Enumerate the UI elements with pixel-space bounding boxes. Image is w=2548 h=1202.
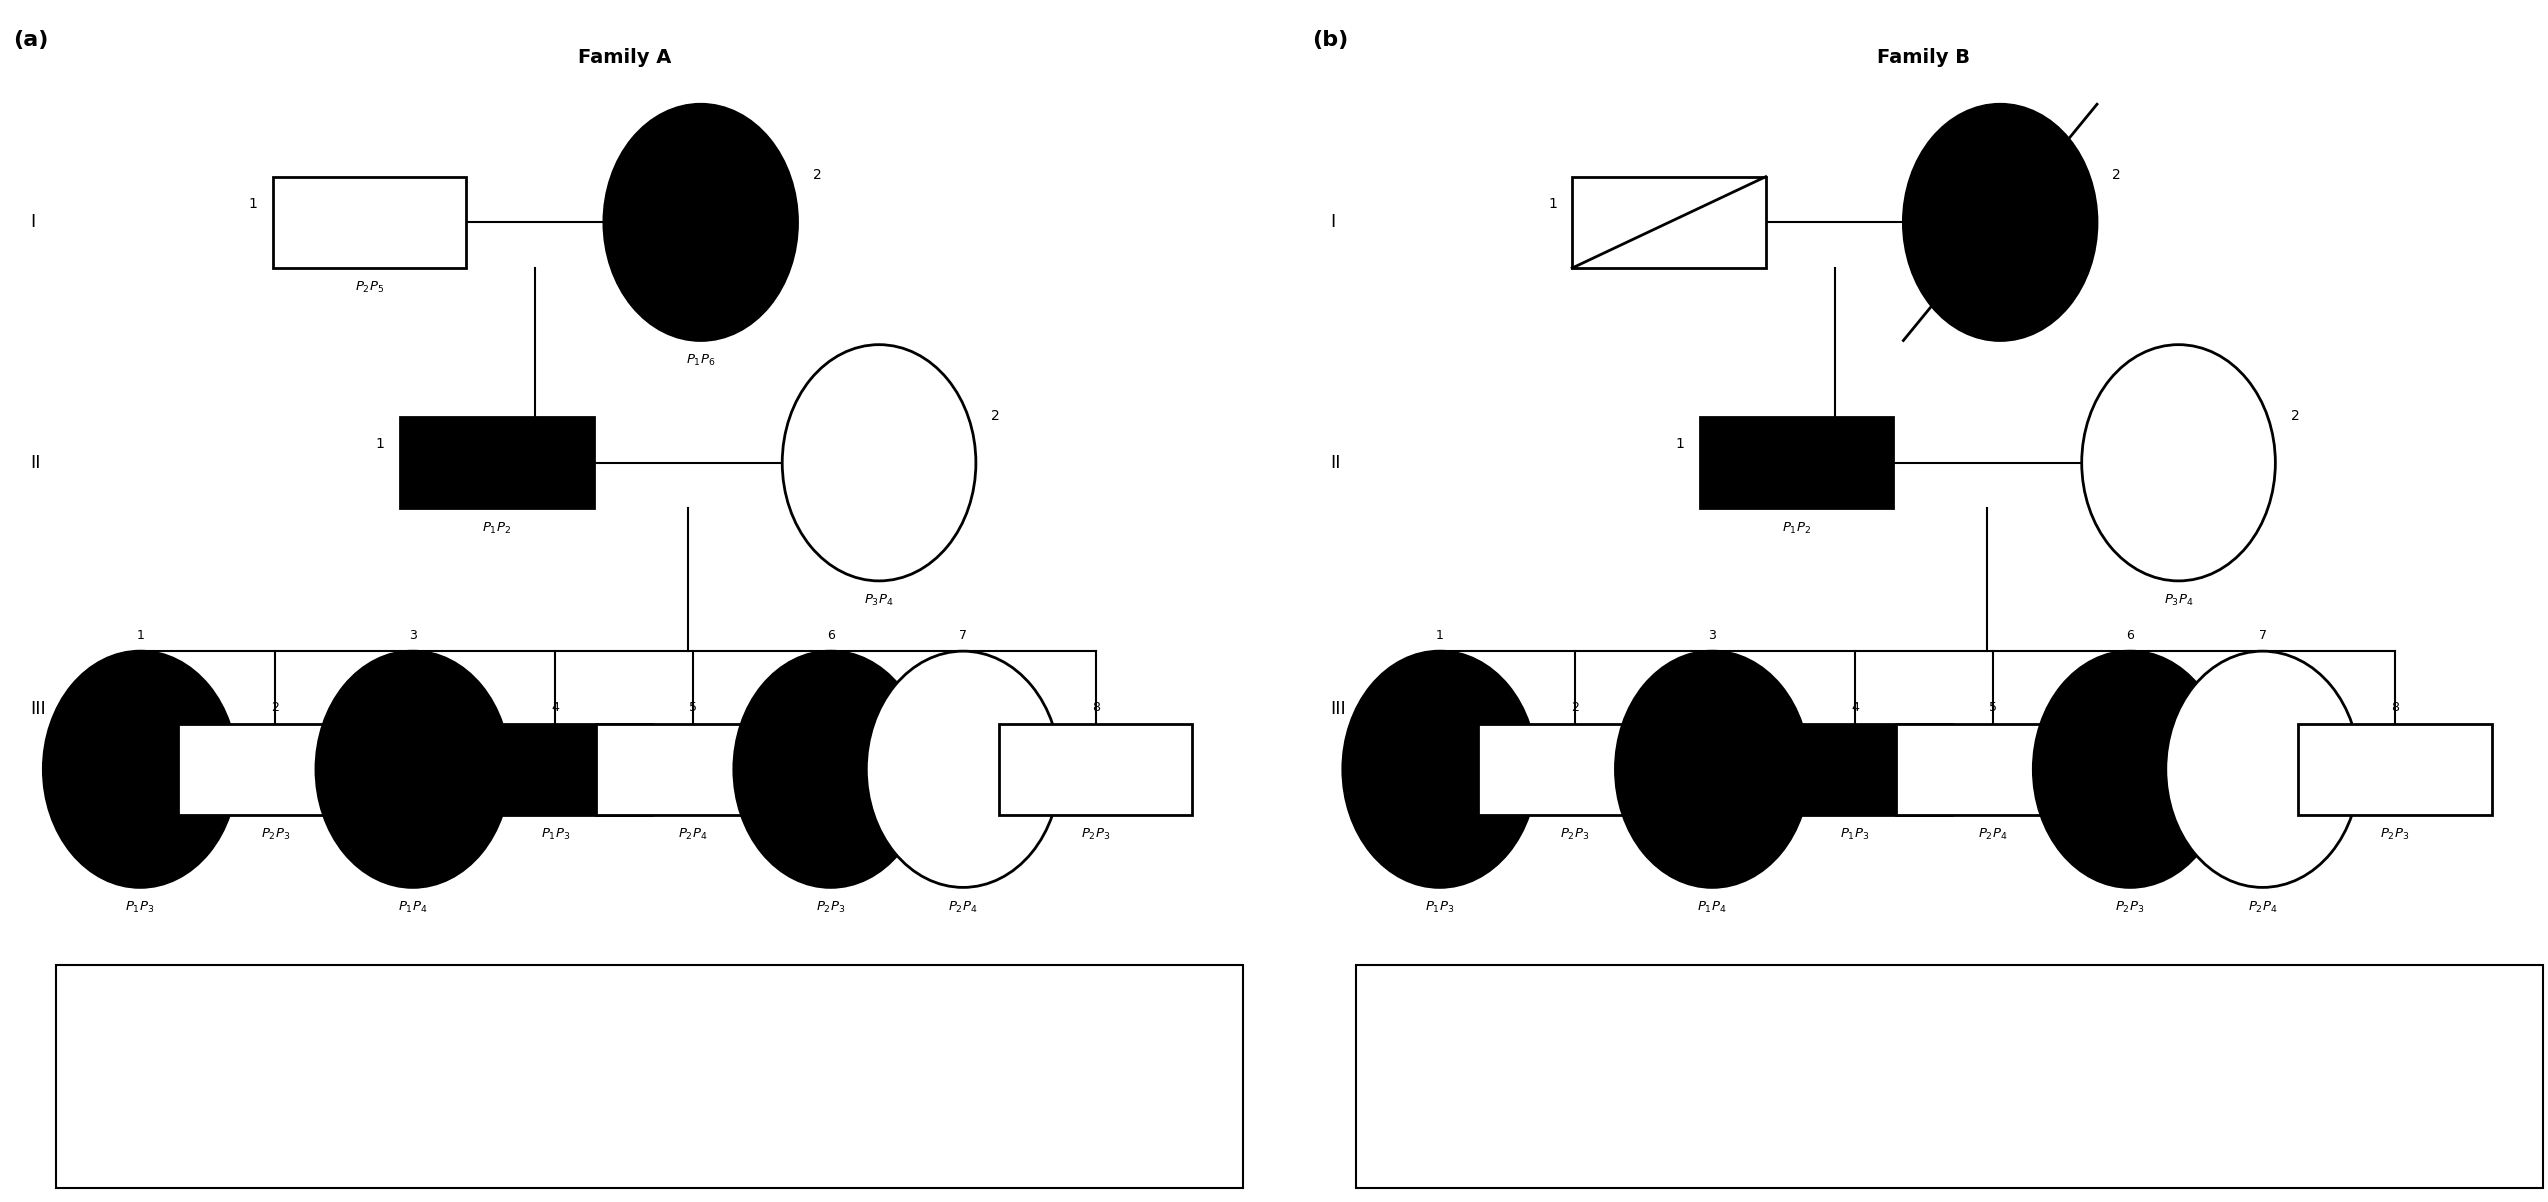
Ellipse shape [2166,651,2359,887]
Text: 7: 7 [958,629,968,642]
Text: $P_2P_3$: $P_2P_3$ [1559,827,1590,843]
Ellipse shape [734,651,927,887]
Text: $P_2P_4$: $P_2P_4$ [678,827,708,843]
Ellipse shape [2082,345,2275,581]
Ellipse shape [43,651,237,887]
Text: III: III [1330,701,1345,718]
Ellipse shape [2033,651,2227,887]
Text: I: I [1330,214,1335,231]
Text: $P_1P_4$: $P_1P_4$ [397,899,428,915]
Text: $P_1P_6$: $P_1P_6$ [685,352,716,368]
Text: 3: 3 [408,629,418,642]
Text: 6: 6 [826,629,836,642]
Ellipse shape [604,105,798,340]
Ellipse shape [1615,651,1809,887]
Text: 3: 3 [1707,629,1717,642]
Text: 1: 1 [1435,629,1445,642]
Text: Family B: Family B [1878,48,1970,67]
Text: $P_2P_3$: $P_2P_3$ [2115,899,2145,915]
Text: 4: 4 [1850,701,1860,714]
Bar [273,177,466,268]
Bar [1478,724,1671,815]
Text: 1: 1 [1549,197,1557,212]
Ellipse shape [782,345,976,581]
Text: $P_1P_2$: $P_1P_2$ [1781,520,1812,536]
Text: $P_1P_3$: $P_1P_3$ [125,899,155,915]
Text: 5: 5 [688,701,698,714]
Text: $P_1P_3$: $P_1P_3$ [1424,899,1455,915]
Ellipse shape [316,651,510,887]
Text: Family A: Family A [578,48,670,67]
Text: Allelic phase is known in family A by tracing
the transmission of the disease al: Allelic phase is known in family A by tr… [87,968,466,1081]
Ellipse shape [1903,105,2097,340]
Text: $P_2P_5$: $P_2P_5$ [354,280,385,296]
Text: $P_1P_2$: $P_1P_2$ [482,520,512,536]
Text: Allelic phase is not known in family B because
the disease allele carried by II-: Allelic phase is not known in family B b… [1386,968,1796,1060]
Text: $P_2P_3$: $P_2P_3$ [1080,827,1111,843]
Text: 2: 2 [1570,701,1580,714]
Bar [178,724,372,815]
Text: 2: 2 [270,701,280,714]
Text: (b): (b) [1312,30,1348,50]
Text: III: III [31,701,46,718]
FancyBboxPatch shape [1356,965,2543,1188]
Text: II: II [31,454,41,471]
Text: $P_2P_4$: $P_2P_4$ [2247,899,2278,915]
Bar [1572,177,1766,268]
Bar [459,724,652,815]
FancyBboxPatch shape [56,965,1243,1188]
Bar [596,724,790,815]
Text: $P_2P_3$: $P_2P_3$ [260,827,290,843]
Text: $P_3P_4$: $P_3P_4$ [2163,593,2194,608]
Text: 2: 2 [2112,168,2120,183]
Text: $P_2P_4$: $P_2P_4$ [948,899,978,915]
Bar [1896,724,2089,815]
Ellipse shape [1343,651,1536,887]
Text: 2: 2 [991,409,999,423]
Text: 5: 5 [1987,701,1998,714]
Text: 2: 2 [813,168,820,183]
Text: $P_1P_4$: $P_1P_4$ [1697,899,1728,915]
Text: 2: 2 [2291,409,2298,423]
Text: 6: 6 [2125,629,2135,642]
Text: I: I [31,214,36,231]
Text: $P_1P_3$: $P_1P_3$ [540,827,571,843]
Text: 8: 8 [2390,701,2400,714]
Text: $P_1P_3$: $P_1P_3$ [1840,827,1870,843]
Text: 1: 1 [250,197,257,212]
Bar [1700,417,1893,508]
Text: 1: 1 [135,629,145,642]
Text: (a): (a) [13,30,48,50]
Bar [999,724,1192,815]
Text: 7: 7 [2258,629,2268,642]
Ellipse shape [866,651,1060,887]
Text: $P_3P_4$: $P_3P_4$ [864,593,894,608]
Text: $P_2P_3$: $P_2P_3$ [2380,827,2410,843]
Text: 1: 1 [1677,438,1684,452]
Text: 4: 4 [550,701,561,714]
Text: $P_2P_3$: $P_2P_3$ [815,899,846,915]
Text: 1: 1 [377,438,385,452]
Bar [1758,724,1952,815]
Text: 8: 8 [1091,701,1101,714]
Text: II: II [1330,454,1340,471]
Bar [2298,724,2492,815]
Bar [400,417,594,508]
Text: $P_2P_4$: $P_2P_4$ [1977,827,2008,843]
